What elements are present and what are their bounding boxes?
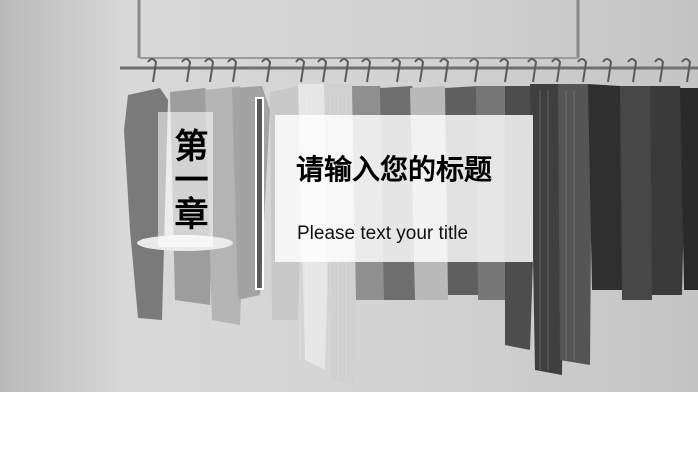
slide-title[interactable]: 请输入您的标题 [296, 153, 493, 186]
chapter-label-backdrop [158, 112, 213, 247]
chapter-label: 第一章 [168, 128, 208, 230]
title-panel [275, 115, 533, 262]
vertical-divider-bar [255, 97, 264, 290]
slide-subtitle[interactable]: Please text your title [297, 223, 469, 244]
